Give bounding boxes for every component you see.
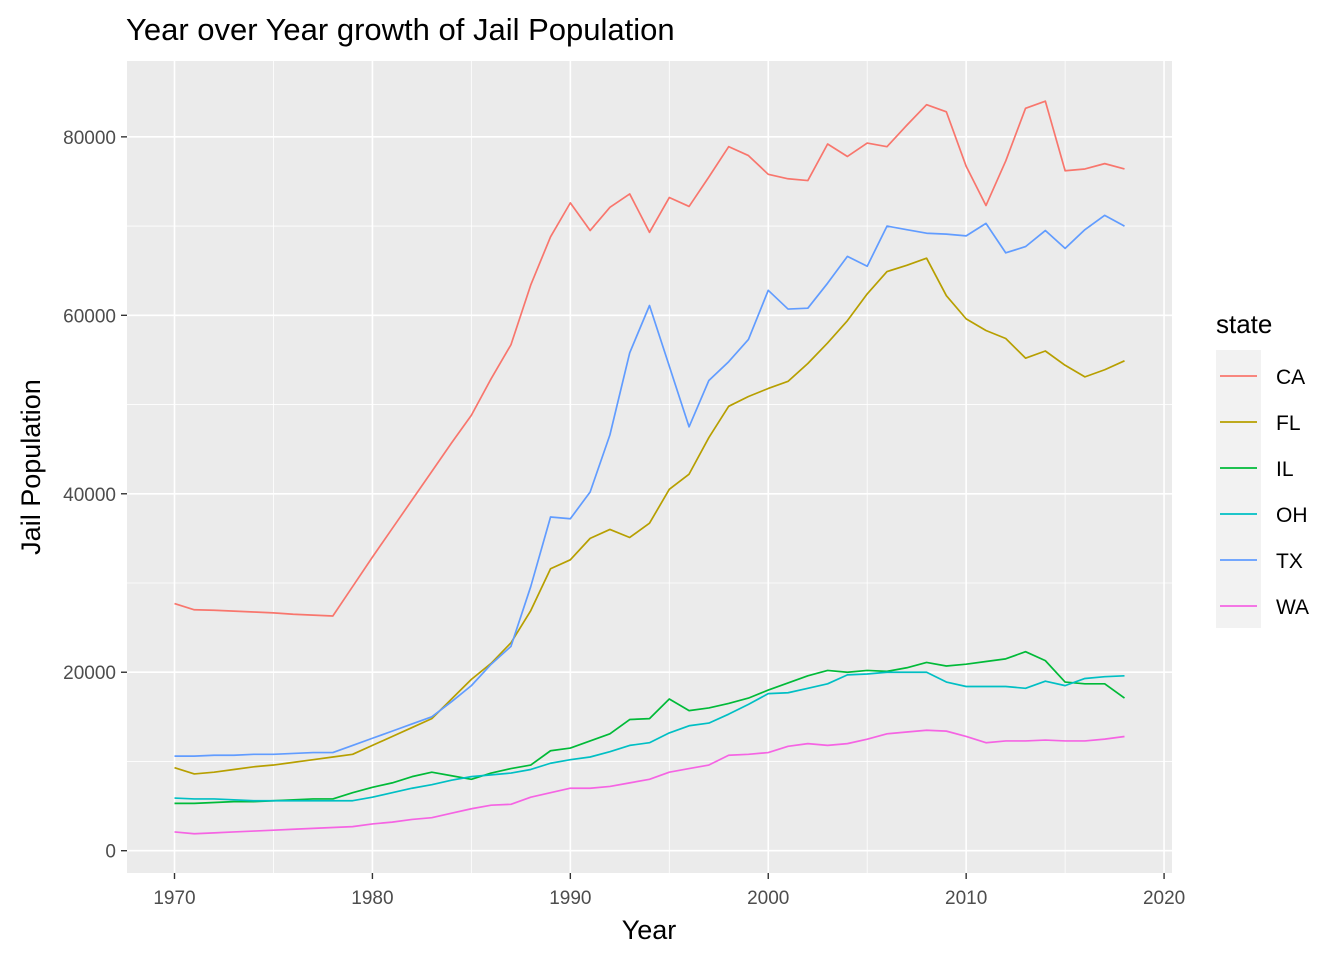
y-tick-label: 20000 — [63, 663, 116, 684]
x-tick-label: 1970 — [153, 888, 195, 909]
chart-title: Year over Year growth of Jail Population — [126, 12, 675, 47]
y-axis-label: Jail Population — [16, 379, 46, 555]
plot-panel — [127, 61, 1172, 873]
series-line-oh — [174, 671, 1125, 802]
legend-label-il: IL — [1276, 458, 1294, 481]
series-line-ca — [174, 100, 1125, 617]
legend-items: CA FL IL OH TX WA — [1220, 366, 1309, 619]
y-tick-label: 60000 — [63, 306, 116, 327]
major-gridlines — [127, 61, 1172, 873]
series-lines — [174, 100, 1125, 835]
series-line-tx — [174, 214, 1125, 757]
x-tick-label: 2020 — [1143, 888, 1185, 909]
series-line-fl — [174, 257, 1125, 775]
y-axis: 0 20000 40000 60000 80000 — [63, 128, 127, 863]
legend-label-fl: FL — [1276, 412, 1301, 435]
legend-label-wa: WA — [1276, 596, 1309, 619]
legend: state CA FL IL OH TX WA — [1216, 309, 1309, 628]
legend-label-tx: TX — [1276, 550, 1303, 573]
legend-label-ca: CA — [1276, 366, 1305, 389]
y-tick-label: 0 — [105, 842, 116, 863]
legend-title: state — [1216, 309, 1272, 339]
series-line-wa — [174, 729, 1125, 835]
y-tick-label: 40000 — [63, 485, 116, 506]
x-tick-label: 1990 — [549, 888, 591, 909]
legend-key-background — [1216, 350, 1261, 628]
x-tick-label: 2010 — [945, 888, 987, 909]
legend-label-oh: OH — [1276, 504, 1308, 527]
y-tick-label: 80000 — [63, 128, 116, 149]
x-tick-label: 2000 — [747, 888, 789, 909]
x-axis: 1970 1980 1990 2000 2010 2020 — [153, 873, 1185, 909]
series-line-il — [174, 650, 1125, 805]
x-tick-label: 1980 — [351, 888, 393, 909]
x-axis-label: Year — [622, 915, 677, 945]
